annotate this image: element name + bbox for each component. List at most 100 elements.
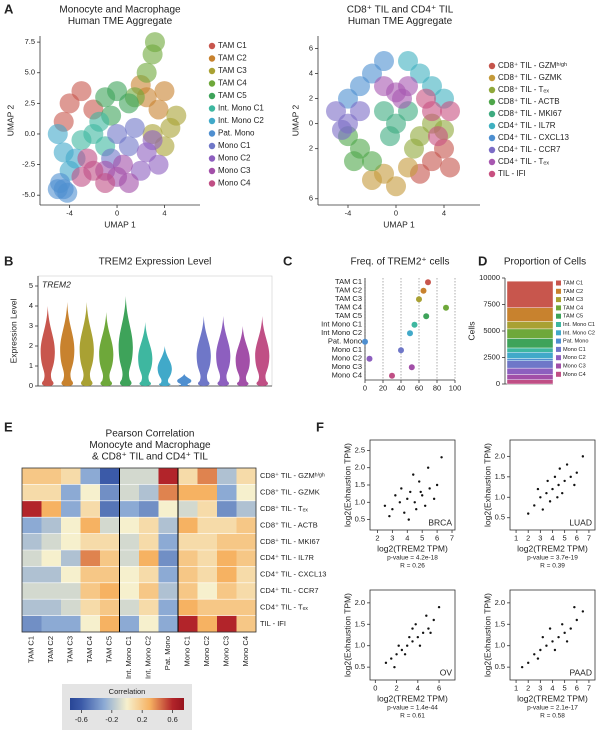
- data-point: [409, 490, 412, 494]
- heat-cell: [100, 484, 120, 502]
- heat-cell: [80, 615, 101, 633]
- data-point: [124, 117, 145, 138]
- heat-cell: [158, 533, 179, 551]
- y-tick-label: 2: [309, 144, 313, 153]
- y-tick-label: 1.5: [495, 472, 505, 481]
- data-point: [423, 504, 427, 507]
- y-tick-label: 10000: [479, 273, 500, 282]
- heat-cell: [158, 550, 179, 567]
- data-point: [118, 172, 139, 193]
- data-point: [539, 648, 542, 652]
- heat-cell: [197, 517, 218, 534]
- heat-cell: [80, 550, 101, 567]
- y-tick-label: Mono C3: [332, 362, 362, 371]
- heat-cell: [22, 615, 42, 633]
- bar-segment: [506, 307, 554, 322]
- legend-swatch: [488, 98, 496, 106]
- x-tick-label: 5: [563, 533, 567, 542]
- y-tick-label: -2.5: [22, 160, 35, 169]
- heat-cell: [41, 582, 62, 600]
- annotation: TREM2: [42, 279, 71, 289]
- heat-cell: [80, 533, 101, 551]
- data-point: [77, 148, 98, 169]
- y-tick-label: 4: [29, 301, 33, 310]
- violin: [177, 374, 192, 386]
- data-point: [400, 487, 403, 490]
- heat-cell: [139, 566, 159, 584]
- heat-cell: [158, 484, 179, 502]
- heat-cell: [61, 566, 81, 584]
- y-tick-label: 0: [309, 119, 313, 128]
- heat-cell: [41, 517, 62, 534]
- colorbar-label: Correlation: [109, 687, 146, 696]
- data-point: [569, 627, 572, 630]
- data-point: [553, 648, 557, 652]
- legend-label: Mono C4: [563, 372, 586, 378]
- row-label: CD4⁺ TIL - Tₑₓ: [260, 602, 308, 611]
- data-point: [374, 76, 394, 97]
- dot: [416, 296, 422, 303]
- chart-title: Human TME Aggregate: [68, 16, 173, 27]
- data-point: [414, 623, 417, 626]
- data-point: [551, 640, 554, 643]
- x-tick-label: 6: [435, 533, 439, 542]
- data-point: [428, 487, 431, 490]
- heat-cell: [100, 468, 120, 485]
- heat-cell: [197, 484, 218, 502]
- heat-cell: [217, 566, 237, 584]
- column-label: TAM C5: [105, 636, 114, 663]
- y-tick-label: 1.0: [495, 641, 505, 650]
- heat-cell: [41, 468, 62, 485]
- chart-title: Human TME Aggregate: [348, 16, 453, 27]
- heat-cell: [41, 533, 62, 551]
- dot: [443, 304, 449, 311]
- x-axis-label: log2(TREM2 TPM): [517, 693, 588, 703]
- heat-cell: [80, 500, 101, 518]
- x-tick-label: 3: [390, 533, 394, 542]
- legend-label: TIL - IFI: [498, 169, 526, 178]
- violin: [216, 316, 231, 386]
- legend-label: Int. Mono C2: [563, 330, 595, 336]
- y-tick-label: 1.5: [355, 480, 365, 489]
- legend-label: Mono C2: [563, 355, 586, 361]
- heat-cell: [80, 599, 101, 616]
- data-point: [426, 466, 430, 469]
- colorbar-tick-label: 0.6: [167, 715, 177, 724]
- heat-cell: [22, 566, 42, 584]
- data-point: [421, 631, 425, 635]
- data-point: [440, 456, 443, 459]
- stat-label: R = 0.58: [540, 713, 565, 720]
- heat-cell: [41, 500, 62, 518]
- violin: [60, 302, 75, 386]
- column-label: Mono C3: [222, 636, 231, 666]
- bar-segment: [506, 280, 554, 308]
- dot: [398, 347, 404, 354]
- bar-segment: [506, 358, 554, 361]
- heat-cell: [197, 582, 218, 600]
- row-label: CD8⁺ TIL - MKI67: [260, 537, 320, 546]
- column-label: TAM C4: [85, 636, 94, 663]
- heat-cell: [236, 582, 257, 600]
- dot: [366, 355, 373, 362]
- x-tick-label: 2: [394, 683, 398, 692]
- legend-label: TAM C4: [218, 79, 247, 88]
- legend-swatch: [556, 305, 561, 311]
- data-point: [384, 661, 388, 665]
- data-point: [407, 518, 410, 521]
- y-tick-label: 1.0: [495, 492, 505, 501]
- legend-swatch: [208, 42, 216, 50]
- x-tick-label: 7: [587, 533, 591, 542]
- data-point: [395, 653, 398, 656]
- x-tick-label: 5: [420, 533, 424, 542]
- y-axis-label: log2(Exhaustion TPM): [342, 593, 352, 677]
- data-point: [411, 640, 414, 643]
- heat-cell: [139, 484, 159, 502]
- row-label: CD8⁺ TIL - GZMK: [260, 488, 320, 497]
- data-point: [362, 169, 382, 190]
- x-tick-label: 80: [433, 383, 441, 392]
- heat-cell: [100, 517, 120, 534]
- bar-segment: [506, 379, 554, 385]
- heat-cell: [178, 468, 198, 485]
- x-tick-label: 4: [442, 208, 446, 217]
- annotation: BRCA: [428, 517, 452, 527]
